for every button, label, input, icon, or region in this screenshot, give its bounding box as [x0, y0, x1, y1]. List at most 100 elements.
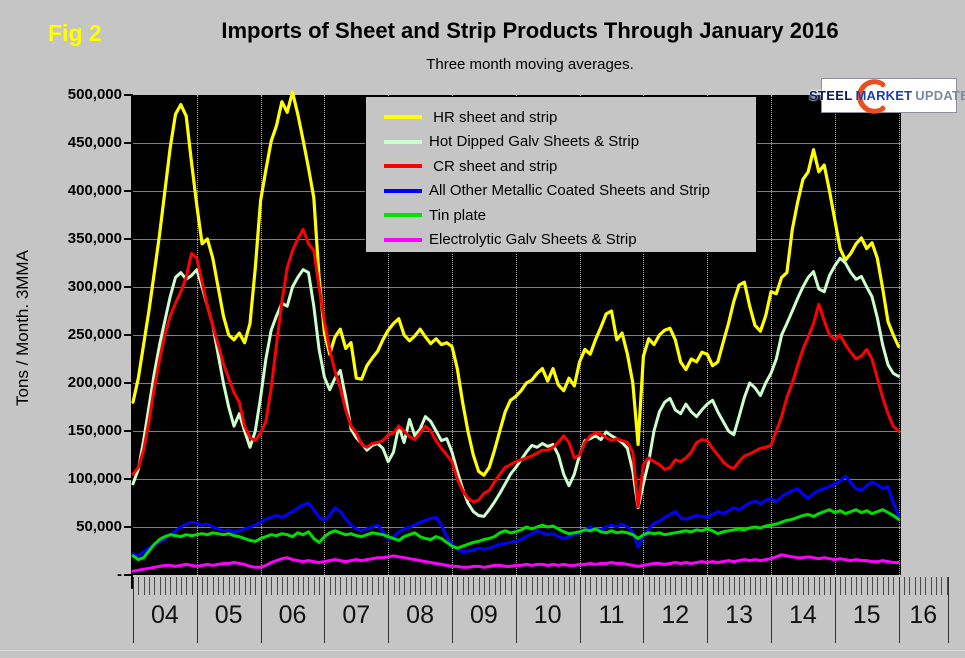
series-line-cr-sheet-and-strip	[131, 227, 901, 509]
month-tick	[255, 577, 257, 595]
month-tick	[787, 577, 788, 595]
figure-label: Fig 2	[48, 20, 102, 46]
month-tick	[335, 577, 336, 595]
month-tick	[856, 577, 858, 595]
y-tick-label: 250,000	[67, 326, 122, 343]
month-tick	[882, 577, 884, 595]
y-tick-mark	[124, 286, 133, 288]
month-tick	[739, 577, 741, 595]
month-tick	[287, 577, 289, 595]
month-tick	[675, 577, 677, 595]
month-tick	[366, 577, 368, 595]
month-tick	[542, 577, 544, 595]
month-tick	[526, 577, 528, 595]
data-series-lines	[131, 90, 901, 573]
month-tick	[553, 577, 554, 595]
month-tick	[489, 577, 491, 595]
month-tick	[356, 577, 358, 595]
month-tick	[712, 577, 714, 595]
vertical-gridline	[898, 95, 900, 575]
month-tick	[207, 577, 209, 595]
month-tick	[696, 577, 698, 595]
chart-subtitle: Three month moving averages.	[426, 56, 634, 73]
horizontal-gridline	[133, 383, 901, 384]
month-tick	[888, 577, 889, 595]
month-tick	[935, 577, 937, 595]
horizontal-gridline	[133, 527, 901, 528]
y-tick-mark	[124, 430, 133, 432]
month-tick	[319, 577, 321, 595]
legend-label: All Other Metallic Coated Sheets and Str…	[429, 182, 710, 200]
month-tick	[345, 577, 347, 595]
vertical-gridline	[196, 95, 198, 575]
horizontal-gridline	[133, 431, 901, 432]
bottom-divider	[0, 650, 965, 651]
month-tick	[946, 577, 948, 595]
month-tick	[473, 577, 475, 595]
horizontal-gridline	[133, 287, 901, 288]
logo-word-market: MARKET	[855, 88, 913, 103]
vertical-gridline	[452, 95, 453, 575]
month-tick	[909, 577, 911, 595]
month-tick	[212, 577, 214, 595]
month-tick	[590, 577, 592, 595]
month-tick	[792, 577, 794, 595]
vertical-gridline	[388, 95, 390, 575]
chart-title: Imports of Sheet and Strip Products Thro…	[221, 18, 839, 43]
y-tick-mark	[124, 478, 133, 480]
month-tick	[223, 577, 225, 595]
month-tick	[531, 577, 533, 595]
legend-item: Tin plate	[384, 203, 756, 228]
month-tick	[377, 577, 379, 595]
month-tick	[159, 577, 161, 595]
month-tick	[829, 577, 831, 595]
month-tick	[659, 577, 661, 595]
year-separator	[707, 577, 709, 643]
month-tick	[420, 577, 422, 595]
vertical-gridline	[515, 95, 517, 575]
month-tick	[505, 577, 507, 595]
month-tick	[180, 577, 182, 595]
month-tick	[648, 577, 650, 595]
year-separator	[771, 577, 772, 643]
month-tick	[494, 577, 496, 595]
month-tick	[616, 577, 618, 595]
month-tick	[457, 577, 459, 595]
year-label: 09	[469, 601, 498, 629]
month-tick	[850, 577, 852, 595]
legend-label: CR sheet and strip	[429, 157, 558, 175]
month-tick	[622, 577, 624, 595]
month-tick	[776, 577, 778, 595]
month-tick	[563, 577, 565, 595]
y-tick-mark	[124, 574, 133, 576]
horizontal-gridline	[133, 335, 901, 336]
x-axis: 04 05 06 07 08 09 10 11 12 13 14 15 16	[0, 575, 965, 655]
logo-swoosh-icon	[857, 79, 886, 114]
month-tick	[914, 577, 916, 595]
month-tick	[175, 577, 177, 595]
year-label: 06	[278, 601, 307, 629]
y-tick-mark	[124, 94, 133, 96]
month-tick	[186, 577, 188, 595]
month-tick	[404, 577, 406, 595]
month-tick	[930, 577, 932, 595]
legend-item: Hot Dipped Galv Sheets & Strip	[384, 130, 756, 155]
month-tick	[170, 577, 172, 595]
y-tick-label: 500,000	[67, 86, 122, 103]
year-separator	[324, 577, 326, 643]
month-tick	[308, 577, 310, 595]
year-separator	[515, 577, 517, 643]
month-tick	[499, 577, 501, 595]
year-label: 10	[533, 601, 562, 629]
year-label: 08	[406, 601, 434, 629]
month-tick	[717, 577, 719, 595]
month-tick	[760, 577, 762, 595]
month-tick	[845, 577, 847, 595]
legend-item: All Other Metallic Coated Sheets and Str…	[384, 179, 756, 204]
year-label: 15	[852, 601, 881, 629]
vertical-gridline	[579, 95, 581, 575]
month-tick	[903, 577, 905, 595]
month-tick	[441, 577, 443, 595]
legend-label: Tin plate	[429, 206, 486, 224]
